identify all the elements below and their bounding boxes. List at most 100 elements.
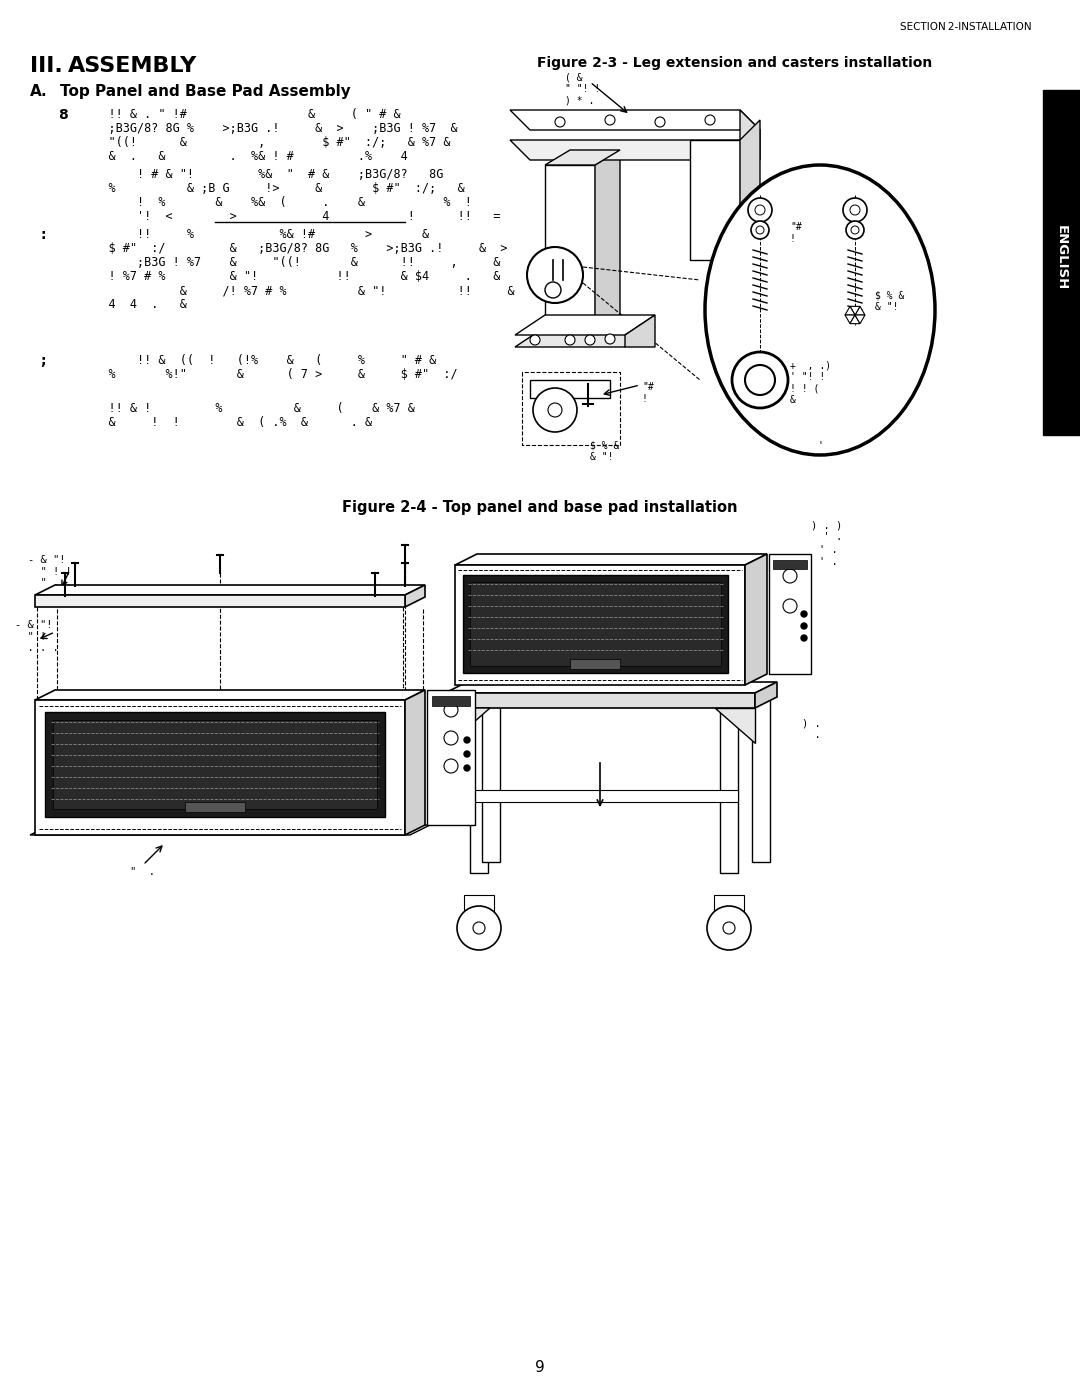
Polygon shape — [53, 719, 377, 809]
Text: 9: 9 — [535, 1361, 545, 1375]
Polygon shape — [30, 826, 430, 835]
Circle shape — [756, 226, 764, 235]
Text: $ % &
& "!: $ % & & "! — [590, 440, 619, 461]
Circle shape — [444, 703, 458, 717]
Circle shape — [555, 117, 565, 127]
Polygon shape — [720, 708, 738, 873]
Circle shape — [850, 205, 860, 215]
Circle shape — [851, 226, 859, 235]
Polygon shape — [432, 696, 470, 705]
Circle shape — [801, 623, 807, 629]
Circle shape — [464, 738, 470, 743]
Polygon shape — [470, 789, 738, 802]
Text: ;B3G/8? 8G %    >;B3G .!     &  >    ;B3G ! %7  &: ;B3G/8? 8G % >;B3G .! & > ;B3G ! %7 & — [80, 122, 458, 136]
Polygon shape — [427, 690, 475, 826]
Polygon shape — [595, 149, 620, 335]
Circle shape — [605, 334, 615, 344]
Text: ASSEMBLY: ASSEMBLY — [68, 56, 198, 75]
Text: Top Panel and Base Pad Assembly: Top Panel and Base Pad Assembly — [60, 84, 351, 99]
Polygon shape — [45, 712, 384, 817]
Text: &  .   &         .  %& ! #         .%    4: & . & . %& ! # .% 4 — [80, 149, 408, 163]
Text: ! %7 # %         & "!           !!       & $4     .   &: ! %7 # % & "! !! & $4 . & — [80, 270, 500, 284]
Circle shape — [473, 922, 485, 935]
Polygon shape — [690, 140, 740, 260]
Polygon shape — [845, 314, 855, 324]
Circle shape — [783, 599, 797, 613]
Text: &     !  !        &  ( .%  &      . &: & ! ! & ( .% & . & — [80, 416, 373, 429]
Polygon shape — [470, 708, 488, 873]
Polygon shape — [625, 314, 654, 346]
Bar — [1043, 89, 1080, 434]
Text: III.: III. — [30, 56, 63, 75]
Circle shape — [545, 282, 561, 298]
Circle shape — [444, 731, 458, 745]
Polygon shape — [769, 555, 811, 673]
Text: ) . )
  ' .: ) . ) ' . — [811, 520, 842, 542]
Circle shape — [723, 922, 735, 935]
Text: &     /! %7 # %          & "!          !!     &: & /! %7 # % & "! !! & — [80, 284, 515, 298]
Text: ( &
" "! !
) * .: ( & " "! ! ) * . — [565, 73, 600, 105]
Text: A.: A. — [30, 84, 48, 99]
Text: Figure 2-4 - Top panel and base pad installation: Figure 2-4 - Top panel and base pad inst… — [342, 500, 738, 515]
Polygon shape — [455, 555, 767, 564]
Text: "#
!: "# ! — [789, 222, 801, 243]
Polygon shape — [850, 314, 860, 324]
Circle shape — [654, 117, 665, 127]
Polygon shape — [35, 595, 405, 608]
Polygon shape — [405, 690, 426, 835]
Polygon shape — [545, 165, 595, 335]
Text: ;B3G ! %7    &     "((!       &      !!     ,     &: ;B3G ! %7 & "((! & !! , & — [80, 256, 500, 270]
Circle shape — [843, 198, 867, 222]
Polygon shape — [510, 110, 760, 130]
Text: "  .: " . — [130, 868, 156, 877]
Text: '!  <        >            4           !      !!   =: '! < > 4 ! !! = — [80, 210, 500, 224]
Polygon shape — [745, 555, 767, 685]
Text: !! & !         %          &     (    & %7 &: !! & ! % & ( & %7 & — [80, 402, 415, 415]
Text: "#
!: "# ! — [642, 381, 653, 404]
Text: ': ' — [818, 440, 823, 450]
Bar — [714, 895, 744, 914]
Circle shape — [745, 365, 775, 395]
Polygon shape — [463, 576, 728, 673]
Text: ) .
  .: ) . . — [802, 718, 821, 739]
Polygon shape — [740, 110, 760, 161]
Polygon shape — [35, 585, 426, 595]
Text: $ % &
& "!: $ % & & "! — [875, 291, 904, 312]
Circle shape — [530, 335, 540, 345]
Circle shape — [605, 115, 615, 124]
Text: - & "!
  " !
  . . .: - & "! " ! . . . — [15, 620, 58, 654]
Polygon shape — [570, 659, 620, 669]
Circle shape — [457, 907, 501, 950]
Text: $ #"  :/         &   ;B3G/8? 8G   %    >;B3G .!     &  >: $ #" :/ & ;B3G/8? 8G % >;B3G .! & > — [80, 242, 508, 256]
Circle shape — [585, 335, 595, 345]
Text: ' .
' .: ' . ' . — [819, 545, 838, 567]
Circle shape — [751, 221, 769, 239]
Bar — [464, 895, 494, 914]
Polygon shape — [482, 697, 500, 862]
Polygon shape — [405, 585, 426, 608]
Text: !! & . " !#                 &     ( " # &: !! & . " !# & ( " # & — [80, 108, 401, 122]
Polygon shape — [530, 380, 610, 398]
Circle shape — [527, 247, 583, 303]
Circle shape — [783, 569, 797, 583]
Text: !!     %            %& !#       >       &: !! % %& !# > & — [80, 228, 429, 242]
Circle shape — [748, 198, 772, 222]
Polygon shape — [515, 327, 654, 346]
Polygon shape — [35, 690, 426, 700]
Text: ;: ; — [40, 353, 45, 367]
Polygon shape — [445, 693, 755, 708]
Text: !  %       &    %&  (     .    &           %  !: ! % & %& ( . & % ! — [80, 196, 472, 210]
Polygon shape — [445, 682, 777, 693]
Text: SECTION 2-INSTALLATION: SECTION 2-INSTALLATION — [901, 22, 1032, 32]
Polygon shape — [755, 682, 777, 708]
Text: :: : — [40, 228, 45, 242]
Polygon shape — [715, 708, 755, 743]
Text: !! &  ((  !   (!%    &   (     %     " # &: !! & (( ! (!% & ( % " # & — [80, 353, 436, 367]
Text: %       %!"       &      ( 7 >     &     $ #"  :/: % %!" & ( 7 > & $ #" :/ — [80, 367, 458, 381]
Polygon shape — [185, 802, 245, 812]
Polygon shape — [35, 700, 405, 835]
Text: ! # & "!         %&  "  # &    ;B3G/8?   8G: ! # & "! %& " # & ;B3G/8? 8G — [80, 168, 444, 182]
Circle shape — [732, 352, 788, 408]
Polygon shape — [855, 306, 865, 314]
Text: %          & ;B G     !>     &       $ #"  :/;   &: % & ;B G !> & $ #" :/; & — [80, 182, 464, 196]
